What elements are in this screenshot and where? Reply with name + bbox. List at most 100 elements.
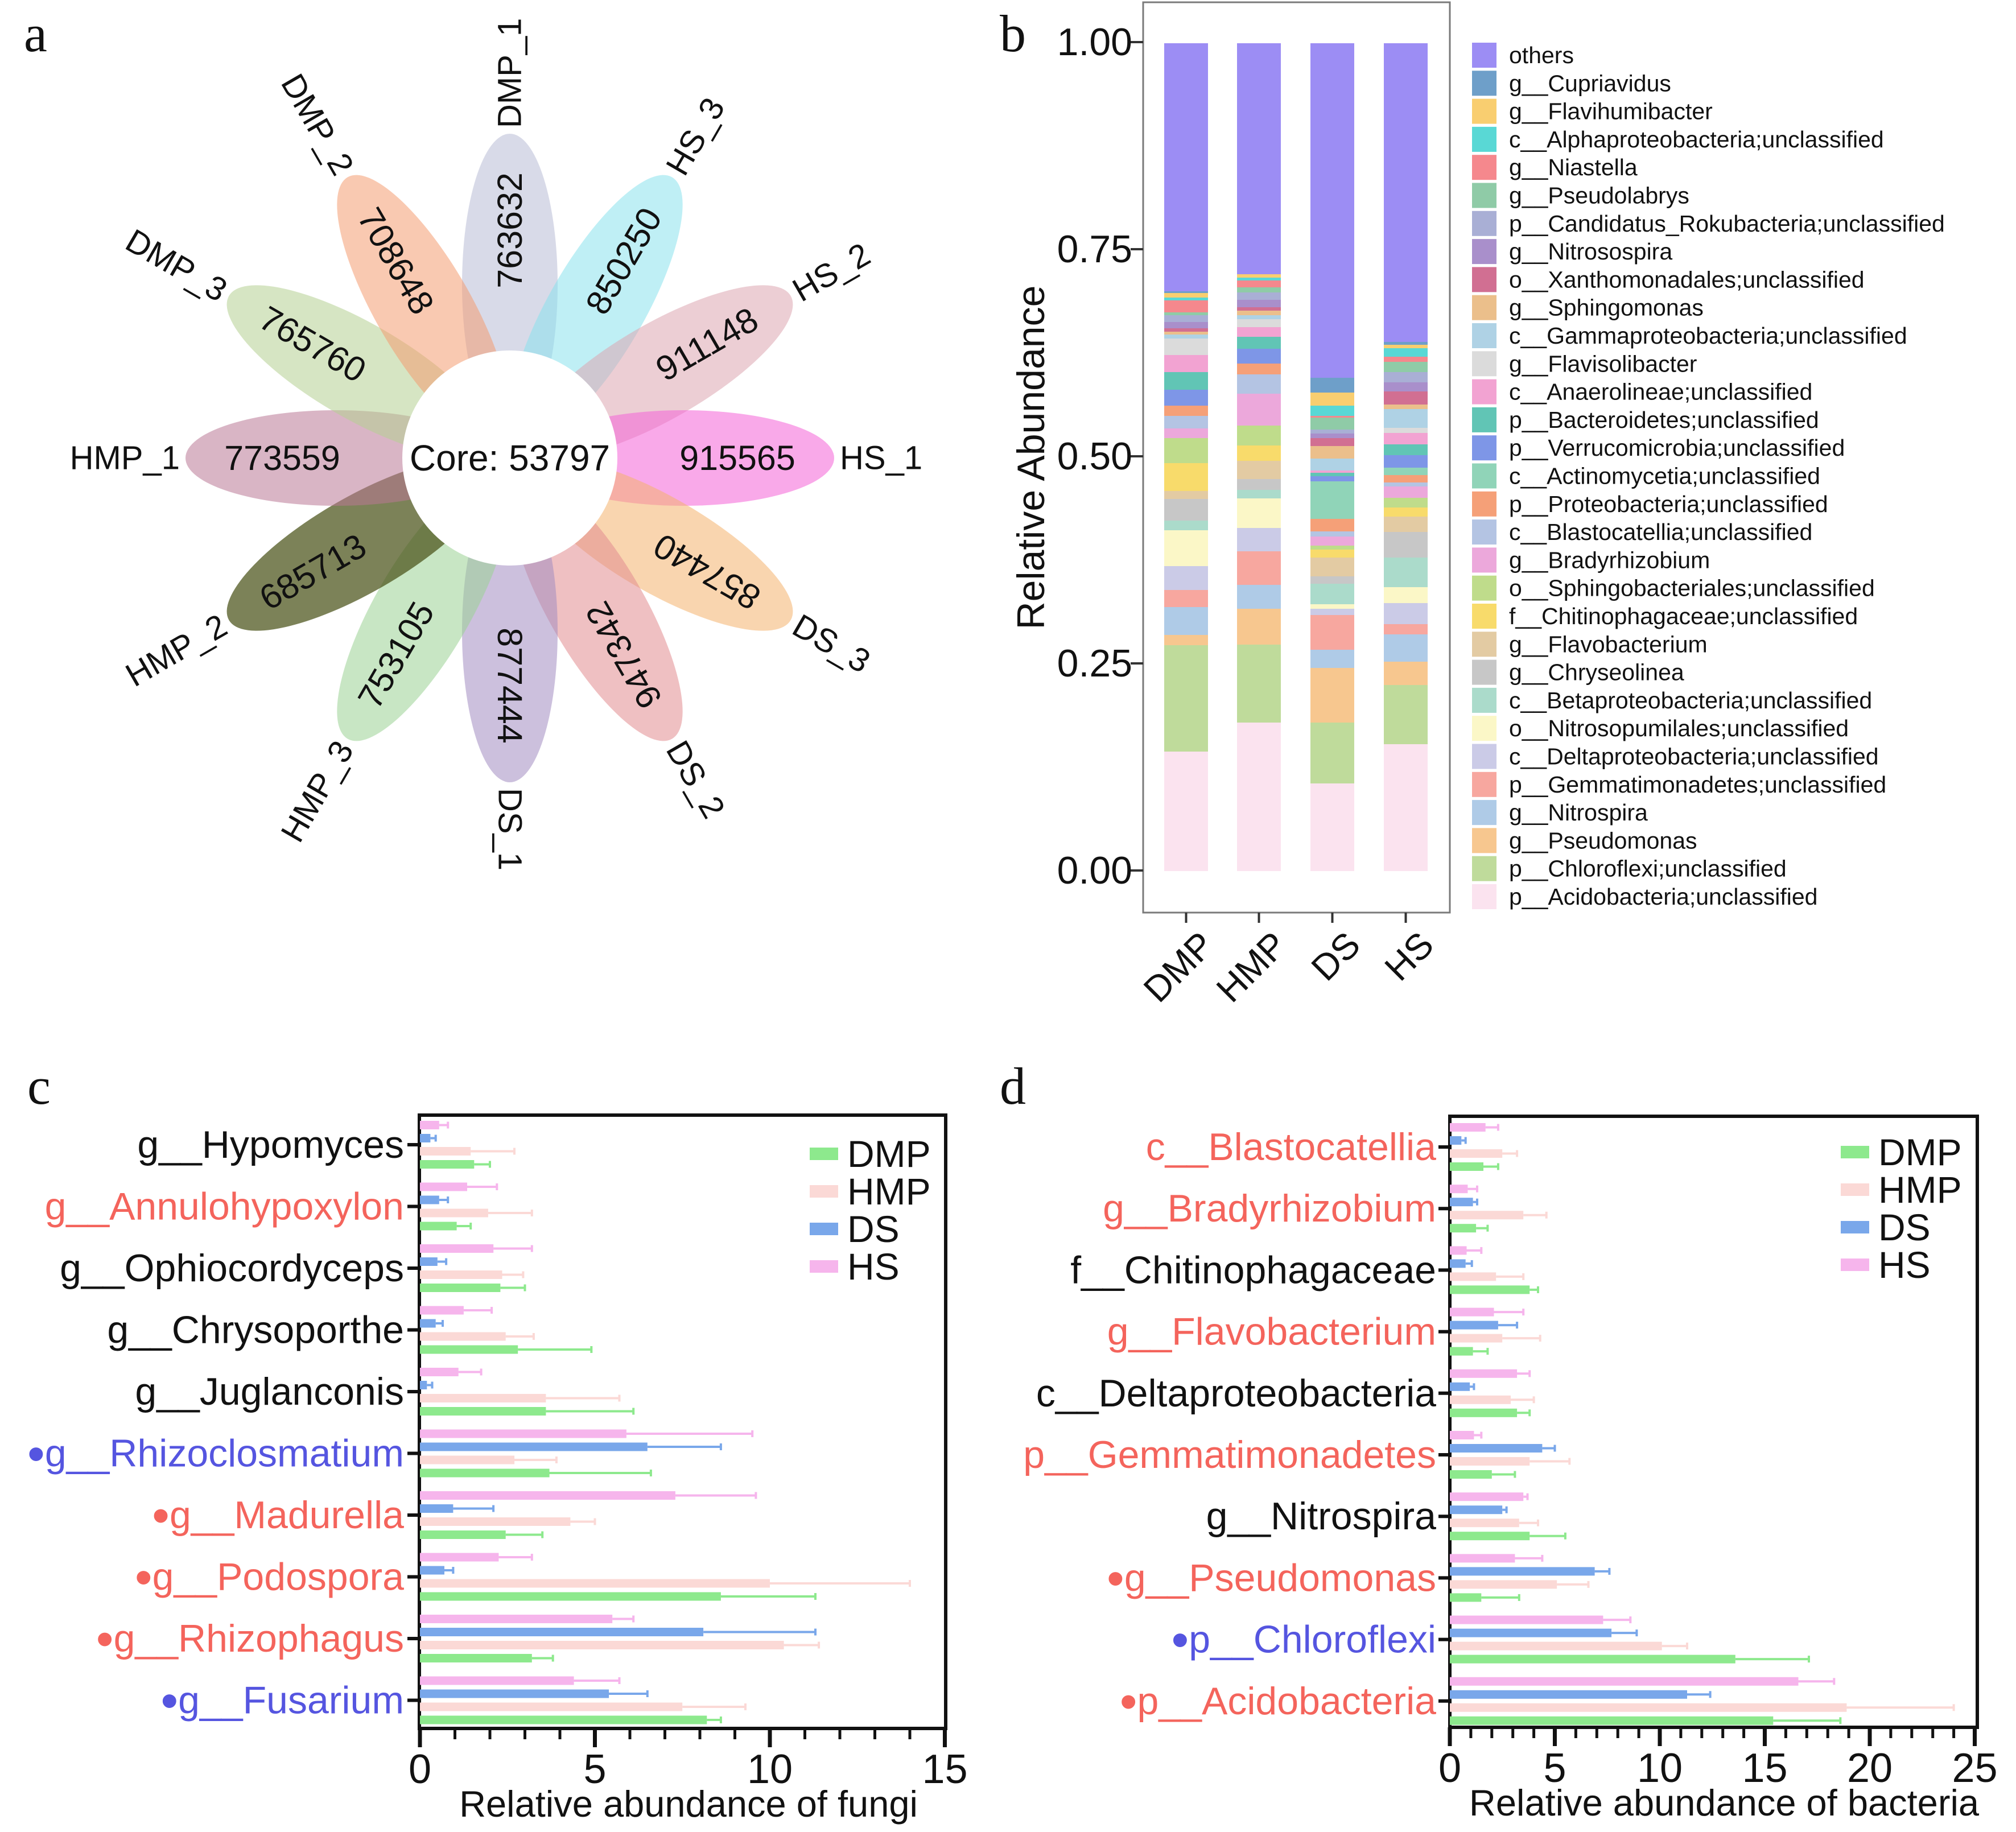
svg-text:g__Flavobacterium: g__Flavobacterium — [1509, 631, 1708, 657]
svg-text:o__Sphingobacteriales;unclassi: o__Sphingobacteriales;unclassified — [1509, 575, 1875, 601]
svg-text:•g__Rhizoclosmatium: •g__Rhizoclosmatium — [27, 1425, 404, 1482]
svg-text:DMP_3: DMP_3 — [119, 222, 233, 309]
svg-text:•g__Fusarium: •g__Fusarium — [160, 1672, 404, 1728]
svg-text:g__Nitrospira: g__Nitrospira — [1509, 799, 1648, 826]
svg-text:g__Nitrosospira: g__Nitrosospira — [1509, 238, 1672, 265]
svg-text:0.75: 0.75 — [1057, 228, 1132, 271]
svg-text:•p__Chloroflexi: •p__Chloroflexi — [1171, 1611, 1436, 1668]
svg-text:c__Blastocatellia: c__Blastocatellia — [1146, 1125, 1436, 1169]
svg-text:Core: 53797: Core: 53797 — [410, 438, 610, 478]
svg-text:g__Flavihumibacter: g__Flavihumibacter — [1509, 98, 1713, 125]
svg-text:b: b — [1000, 5, 1026, 63]
svg-text:1.00: 1.00 — [1057, 20, 1132, 64]
svg-text:15: 15 — [1742, 1746, 1787, 1791]
svg-text:5: 5 — [1543, 1746, 1566, 1791]
svg-text:p__Proteobacteria;unclassified: p__Proteobacteria;unclassified — [1509, 491, 1828, 517]
svg-text:DMP: DMP — [847, 1133, 931, 1175]
svg-text:g__Chryseolinea: g__Chryseolinea — [1509, 659, 1684, 686]
svg-text:p__Chloroflexi;unclassified: p__Chloroflexi;unclassified — [1509, 856, 1787, 882]
svg-text:0.00: 0.00 — [1057, 849, 1132, 892]
svg-text:DS_2: DS_2 — [659, 735, 732, 824]
svg-text:g__Niastella: g__Niastella — [1509, 154, 1638, 180]
svg-text:HS: HS — [1878, 1244, 1931, 1286]
svg-text:Relative abundance of fungi: Relative abundance of fungi — [459, 1783, 918, 1825]
svg-text:HS: HS — [1376, 924, 1441, 989]
svg-text:p__Verrucomicrobia;unclassifie: p__Verrucomicrobia;unclassified — [1509, 435, 1845, 461]
svg-text:5: 5 — [583, 1747, 606, 1792]
svg-text:•p__Acidobacteria: •p__Acidobacteria — [1120, 1673, 1436, 1729]
svg-text:•g__Pseudomonas: •g__Pseudomonas — [1107, 1550, 1436, 1606]
svg-text:c__Anaerolineae;unclassified: c__Anaerolineae;unclassified — [1509, 379, 1812, 405]
svg-text:p__Candidatus_Rokubacteria;unc: p__Candidatus_Rokubacteria;unclassified — [1509, 211, 1945, 237]
svg-text:773559: 773559 — [224, 439, 340, 477]
svg-text:HMP: HMP — [1209, 924, 1294, 1010]
svg-text:•g__Podospora: •g__Podospora — [135, 1549, 404, 1605]
svg-text:DMP: DMP — [1136, 924, 1222, 1010]
svg-text:20: 20 — [1847, 1746, 1893, 1791]
svg-text:c__Betaproteobacteria;unclassi: c__Betaproteobacteria;unclassified — [1509, 687, 1872, 713]
svg-text:c: c — [27, 1057, 51, 1115]
svg-text:o__Xanthomonadales;unclassifie: o__Xanthomonadales;unclassified — [1509, 266, 1865, 292]
svg-text:g__Chrysoporthe: g__Chrysoporthe — [107, 1309, 404, 1352]
svg-text:10: 10 — [1637, 1746, 1683, 1791]
svg-text:others: others — [1509, 42, 1574, 68]
svg-text:Relative abundance of bacteria: Relative abundance of bacteria — [1469, 1782, 1980, 1823]
svg-text:HS_2: HS_2 — [786, 236, 876, 309]
svg-text:d: d — [1000, 1057, 1026, 1115]
svg-text:p__Acidobacteria;unclassified: p__Acidobacteria;unclassified — [1509, 884, 1817, 910]
svg-text:c__Gammaproteobacteria;unclass: c__Gammaproteobacteria;unclassified — [1509, 323, 1907, 349]
svg-text:g__Flavisolibacter: g__Flavisolibacter — [1509, 350, 1697, 377]
svg-text:10: 10 — [747, 1747, 793, 1792]
svg-text:DS_3: DS_3 — [786, 607, 876, 680]
svg-text:15: 15 — [922, 1747, 967, 1792]
svg-text:DS: DS — [1303, 924, 1368, 989]
svg-text:763632: 763632 — [490, 172, 529, 288]
svg-text:HS_3: HS_3 — [659, 92, 732, 181]
svg-text:g__Cupriavidus: g__Cupriavidus — [1509, 70, 1671, 96]
svg-text:DS: DS — [1878, 1206, 1931, 1248]
svg-text:g__Bradyrhizobium: g__Bradyrhizobium — [1509, 547, 1710, 573]
svg-text:DMP_2: DMP_2 — [274, 68, 361, 181]
svg-text:877444: 877444 — [490, 628, 529, 744]
svg-text:c__Deltaproteobacteria;unclass: c__Deltaproteobacteria;unclassified — [1509, 744, 1879, 770]
svg-text:0: 0 — [1438, 1746, 1461, 1791]
svg-text:HMP_2: HMP_2 — [119, 607, 233, 694]
svg-text:915565: 915565 — [679, 439, 795, 477]
svg-text:p__Gemmatimonadetes: p__Gemmatimonadetes — [1023, 1433, 1436, 1476]
svg-text:0.50: 0.50 — [1057, 435, 1132, 478]
svg-text:c__Blastocatellia;unclassified: c__Blastocatellia;unclassified — [1509, 519, 1812, 545]
svg-text:o__Nitrosopumilales;unclassifi: o__Nitrosopumilales;unclassified — [1509, 715, 1849, 741]
svg-text:g__Pseudolabrys: g__Pseudolabrys — [1509, 183, 1689, 209]
svg-text:DMP: DMP — [1878, 1131, 1962, 1173]
svg-text:HS: HS — [847, 1245, 900, 1288]
svg-text:DS: DS — [847, 1208, 900, 1250]
svg-text:c__Deltaproteobacteria: c__Deltaproteobacteria — [1036, 1372, 1436, 1415]
svg-text:f__Chitinophagaceae;unclassifi: f__Chitinophagaceae;unclassified — [1509, 603, 1858, 629]
svg-text:g__Flavobacterium: g__Flavobacterium — [1107, 1310, 1436, 1354]
svg-text:g__Juglanconis: g__Juglanconis — [135, 1370, 404, 1413]
svg-text:c__Alphaproteobacteria;unclass: c__Alphaproteobacteria;unclassified — [1509, 126, 1884, 152]
svg-text:p__Bacteroidetes;unclassified: p__Bacteroidetes;unclassified — [1509, 407, 1819, 433]
svg-text:c__Actinomycetia;unclassified: c__Actinomycetia;unclassified — [1509, 463, 1820, 489]
svg-text:0: 0 — [409, 1747, 431, 1792]
svg-text:g__Ophiocordyceps: g__Ophiocordyceps — [60, 1247, 404, 1290]
svg-text:HMP_1: HMP_1 — [70, 440, 180, 477]
svg-text:g__Pseudomonas: g__Pseudomonas — [1509, 827, 1697, 853]
svg-text:g__Bradyrhizobium: g__Bradyrhizobium — [1103, 1187, 1436, 1230]
svg-text:•g__Madurella: •g__Madurella — [152, 1487, 404, 1544]
svg-text:p__Gemmatimonadetes;unclassifi: p__Gemmatimonadetes;unclassified — [1509, 771, 1886, 798]
svg-text:HS_1: HS_1 — [840, 440, 922, 477]
svg-text:25: 25 — [1952, 1746, 1997, 1791]
svg-text:0.25: 0.25 — [1057, 642, 1132, 685]
svg-text:f__Chitinophagaceae: f__Chitinophagaceae — [1070, 1248, 1436, 1292]
svg-text:g__Sphingomonas: g__Sphingomonas — [1509, 295, 1704, 321]
svg-text:HMP_3: HMP_3 — [274, 735, 361, 848]
svg-text:a: a — [24, 5, 47, 63]
svg-text:•g__Rhizophagus: •g__Rhizophagus — [96, 1611, 404, 1667]
svg-text:g__Nitrospira: g__Nitrospira — [1206, 1495, 1437, 1538]
svg-text:Relative Abundance: Relative Abundance — [1009, 286, 1053, 630]
svg-text:DMP_1: DMP_1 — [492, 18, 529, 128]
svg-text:g__Annulohypoxylon: g__Annulohypoxylon — [45, 1185, 404, 1228]
svg-text:HMP: HMP — [847, 1170, 931, 1212]
svg-text:HMP: HMP — [1878, 1169, 1962, 1211]
